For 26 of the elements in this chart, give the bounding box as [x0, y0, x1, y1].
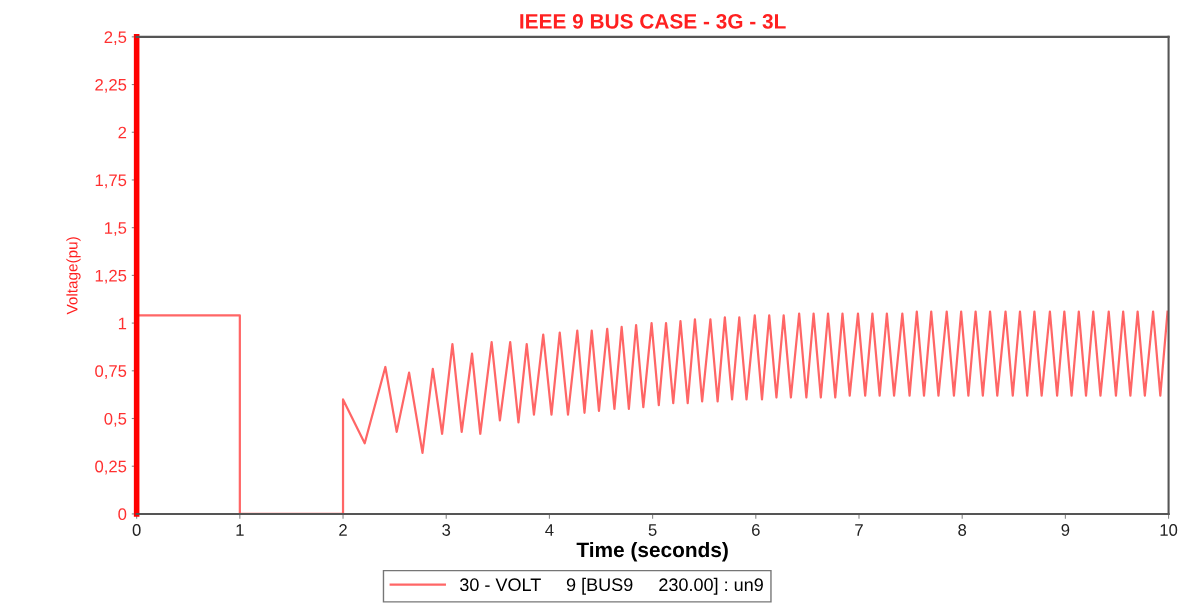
x-tick-label: 6 [752, 524, 760, 536]
x-tick-label: 3 [442, 524, 451, 536]
y-tick-label: 0,75 [95, 365, 127, 379]
y-tick-label: 2,5 [104, 31, 127, 46]
x-tick-label: 1 [236, 524, 244, 536]
x-tick-label: 10 [1160, 524, 1178, 536]
y-tick-label: 0,25 [95, 460, 127, 475]
y-axis-title: Voltage(pu) [66, 237, 81, 315]
y-tick-label: 2,25 [95, 78, 127, 93]
x-tick-label: 5 [648, 524, 657, 536]
y-tick-label: 1,25 [95, 269, 127, 284]
y-tick-label: 1,5 [105, 222, 127, 236]
x-tick-label: 2 [339, 524, 347, 536]
x-axis-title: Time (seconds) [576, 541, 728, 562]
chart-title: IEEE 9 BUS CASE - 3G - 3L [520, 13, 786, 29]
y-tick-label: 0,5 [104, 412, 127, 427]
legend-label: 30 - VOLT 9 [BUS9 230.00] : un9 [459, 577, 763, 595]
x-tick-label: 0 [132, 524, 141, 536]
y-tick-label: 1,75 [95, 174, 127, 189]
x-tick-label: 4 [545, 524, 554, 536]
y-tick-label: 2 [118, 126, 127, 139]
y-tick-label: 0 [118, 508, 127, 521]
x-tick-label: 9 [1061, 524, 1070, 536]
x-tick-label: 8 [958, 524, 967, 536]
y-tick-label: 1 [118, 317, 127, 330]
x-tick-label: 7 [855, 524, 863, 536]
